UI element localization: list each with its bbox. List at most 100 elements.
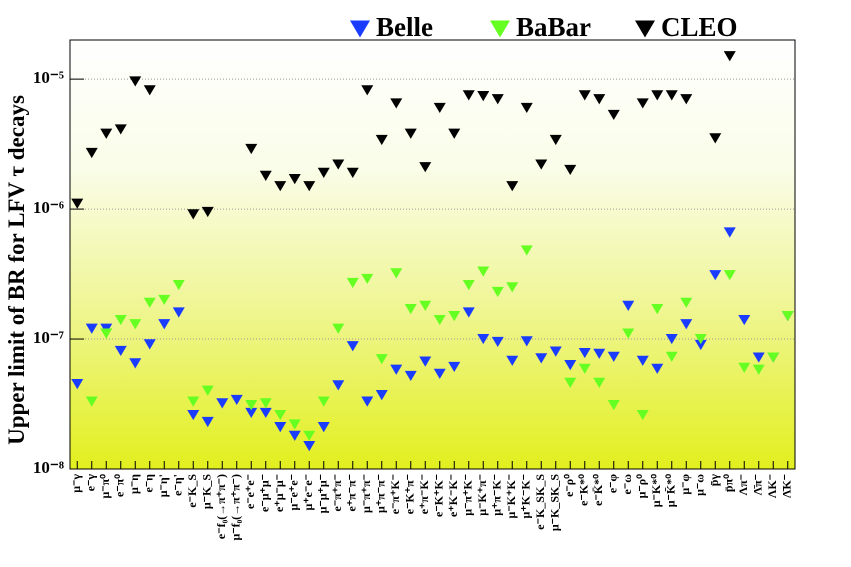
marker bbox=[303, 441, 316, 452]
marker bbox=[274, 422, 287, 433]
marker bbox=[129, 358, 142, 369]
marker bbox=[535, 159, 548, 170]
marker bbox=[462, 280, 475, 291]
marker bbox=[549, 134, 562, 146]
x-tick-label: μ⁺π⁻π⁻ bbox=[374, 474, 388, 513]
marker bbox=[593, 377, 606, 388]
marker bbox=[346, 277, 359, 289]
marker bbox=[433, 368, 446, 379]
marker bbox=[433, 314, 446, 326]
legend-label: Belle bbox=[376, 12, 433, 42]
marker bbox=[317, 396, 330, 407]
marker bbox=[767, 352, 780, 363]
marker bbox=[361, 273, 374, 285]
marker bbox=[636, 355, 649, 366]
marker bbox=[317, 422, 330, 433]
marker bbox=[694, 339, 707, 351]
marker bbox=[738, 314, 751, 326]
marker bbox=[680, 319, 693, 330]
marker bbox=[506, 282, 519, 293]
x-tick-label: μ⁻K̄*⁰ bbox=[664, 474, 678, 507]
marker bbox=[332, 380, 345, 391]
marker bbox=[506, 355, 519, 366]
plot-frame bbox=[69, 39, 796, 470]
marker bbox=[578, 347, 591, 359]
marker bbox=[549, 346, 562, 357]
marker bbox=[390, 364, 403, 375]
marker bbox=[143, 339, 156, 350]
x-tick-label: ΛK⁻ bbox=[765, 474, 779, 498]
marker bbox=[332, 323, 345, 334]
x-tick-label: e⁻π⁰ bbox=[113, 474, 127, 497]
x-tick-label: p̄γ bbox=[707, 474, 721, 487]
x-tick-label: μ⁻e⁺e⁻ bbox=[287, 474, 301, 510]
marker bbox=[520, 102, 533, 114]
marker bbox=[274, 409, 287, 421]
x-tick-label: μ⁻K⁺K⁻ bbox=[504, 474, 518, 518]
marker bbox=[680, 94, 693, 105]
marker bbox=[201, 206, 214, 218]
marker bbox=[158, 319, 171, 330]
x-tick-label: μ⁻f₀(→π⁺π⁻) bbox=[229, 474, 243, 541]
x-tick-label: e⁻ω bbox=[620, 474, 634, 495]
marker bbox=[172, 307, 185, 318]
x-tick-label: e⁻γ bbox=[84, 474, 98, 492]
x-tick-label: e⁻K̄*⁰ bbox=[591, 474, 605, 506]
marker bbox=[622, 328, 635, 339]
x-tick-label: e⁺π⁻π⁻ bbox=[345, 474, 359, 511]
x-tick-label: e⁺μ⁻μ⁻ bbox=[272, 474, 286, 512]
marker bbox=[564, 164, 577, 176]
marker bbox=[448, 311, 461, 322]
x-tick-label: p̄π⁰ bbox=[722, 474, 736, 492]
marker bbox=[71, 379, 84, 390]
marker bbox=[491, 94, 504, 105]
marker bbox=[100, 328, 113, 339]
marker bbox=[259, 170, 272, 182]
marker bbox=[288, 174, 301, 185]
marker bbox=[636, 409, 649, 421]
marker bbox=[288, 430, 301, 441]
x-tick-label: μ⁺e⁻e⁻ bbox=[301, 474, 315, 510]
x-tick-label: μ⁻K_SK_S bbox=[548, 474, 562, 531]
marker bbox=[419, 162, 432, 173]
marker bbox=[520, 336, 533, 347]
marker bbox=[665, 333, 678, 345]
marker bbox=[491, 286, 504, 298]
marker bbox=[216, 398, 229, 409]
marker bbox=[390, 268, 403, 279]
marker bbox=[723, 270, 736, 281]
marker bbox=[332, 159, 345, 170]
marker bbox=[622, 300, 635, 311]
marker bbox=[709, 133, 722, 144]
marker bbox=[361, 85, 374, 96]
marker bbox=[259, 398, 272, 409]
marker bbox=[361, 396, 374, 407]
marker bbox=[419, 300, 432, 311]
marker bbox=[520, 245, 533, 256]
x-tick-label: e⁻K_SK_S bbox=[533, 474, 547, 530]
marker bbox=[404, 303, 417, 315]
x-tick-label: e⁻μ⁺μ⁻ bbox=[258, 474, 272, 512]
marker bbox=[491, 336, 504, 348]
x-tick-label: Λ̄K⁻ bbox=[780, 474, 794, 498]
marker bbox=[187, 409, 200, 421]
marker bbox=[129, 76, 142, 87]
marker bbox=[665, 90, 678, 101]
marker bbox=[114, 345, 127, 357]
x-tick-label: e⁻η' bbox=[171, 474, 185, 496]
marker bbox=[259, 407, 272, 419]
marker bbox=[245, 400, 258, 411]
x-tick-label: μ⁻μ⁺μ⁻ bbox=[316, 474, 330, 513]
marker bbox=[419, 356, 432, 367]
marker bbox=[578, 90, 591, 101]
marker bbox=[433, 102, 446, 114]
marker bbox=[593, 94, 606, 105]
x-tick-label: e⁺π⁻K⁻ bbox=[417, 474, 431, 514]
marker bbox=[172, 280, 185, 291]
x-tick-label: e⁻K_S bbox=[185, 474, 199, 508]
x-tick-label: μ⁻π⁺π⁻ bbox=[359, 474, 373, 513]
marker bbox=[375, 134, 388, 146]
marker bbox=[738, 362, 751, 373]
marker bbox=[390, 98, 403, 109]
marker bbox=[535, 353, 548, 364]
